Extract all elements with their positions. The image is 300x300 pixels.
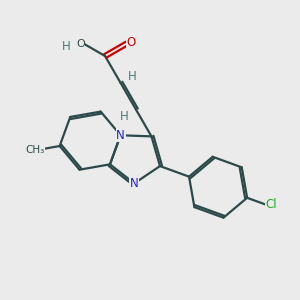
Text: CH₃: CH₃ xyxy=(26,146,45,155)
Text: O: O xyxy=(127,35,136,49)
Text: H: H xyxy=(61,40,70,53)
Text: N: N xyxy=(116,129,125,142)
Text: O: O xyxy=(76,38,85,49)
Text: H: H xyxy=(128,70,136,83)
Text: H: H xyxy=(120,110,129,123)
Text: Cl: Cl xyxy=(265,198,277,211)
Text: N: N xyxy=(130,177,139,190)
